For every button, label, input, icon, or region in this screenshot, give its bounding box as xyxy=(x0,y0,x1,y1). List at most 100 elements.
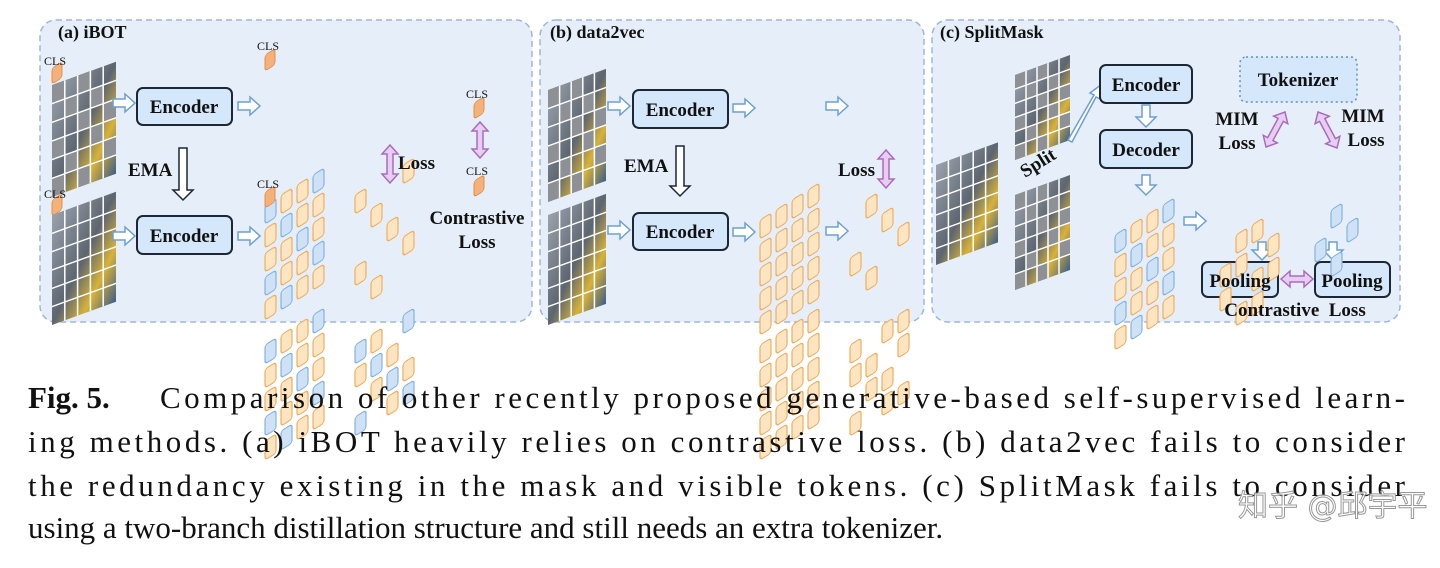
pooling-label: Pooling xyxy=(1209,271,1271,292)
patch-line xyxy=(1015,237,1070,260)
mask-patch xyxy=(582,129,595,153)
token xyxy=(370,328,383,354)
token xyxy=(759,410,772,436)
token xyxy=(370,202,383,228)
token xyxy=(1114,300,1127,326)
cls-token xyxy=(264,186,276,208)
token xyxy=(386,216,399,242)
token xyxy=(759,338,772,364)
mim-loss-label: MIM xyxy=(1215,109,1258,130)
token xyxy=(296,390,309,416)
token xyxy=(807,279,820,305)
token xyxy=(1114,252,1127,278)
arrow xyxy=(607,219,632,241)
token xyxy=(791,318,804,344)
tokenizer-label: Tokenizer xyxy=(1258,70,1339,91)
mask-patch xyxy=(559,100,572,124)
double-arrow xyxy=(1313,111,1342,149)
token-grid xyxy=(849,308,910,436)
token xyxy=(280,400,293,426)
mask-patch xyxy=(1037,214,1048,235)
token xyxy=(312,332,325,358)
patch-line xyxy=(548,266,606,290)
token xyxy=(354,362,367,388)
token xyxy=(1162,270,1175,296)
cls-label: CLS xyxy=(257,39,279,53)
box xyxy=(632,89,729,129)
double-arrow xyxy=(1279,269,1315,289)
patch-line xyxy=(1015,221,1070,244)
arrow xyxy=(237,95,262,117)
mask-patch xyxy=(52,80,65,104)
encoder-label: Encoder xyxy=(1112,75,1181,96)
mask-patch xyxy=(594,143,607,167)
token xyxy=(791,193,804,219)
patch-line xyxy=(52,79,116,105)
token xyxy=(296,318,309,344)
patch-line xyxy=(1015,82,1070,105)
token xyxy=(1251,290,1264,316)
token xyxy=(897,380,910,406)
patch-line xyxy=(548,124,606,147)
token xyxy=(312,264,325,290)
image xyxy=(548,193,606,325)
mim-loss-label: MIM xyxy=(1341,106,1384,127)
arrow xyxy=(1134,174,1158,197)
token-grid xyxy=(354,158,415,300)
token xyxy=(775,328,788,354)
box xyxy=(136,215,233,255)
token xyxy=(1130,314,1143,340)
token xyxy=(775,352,788,378)
arrow xyxy=(825,220,850,242)
token xyxy=(849,251,862,277)
token xyxy=(1146,208,1159,234)
token xyxy=(775,376,788,402)
mask-patch xyxy=(1048,194,1059,215)
mask-patch xyxy=(1059,83,1070,102)
token xyxy=(296,250,309,276)
mask-patch xyxy=(1048,73,1059,92)
patch-line xyxy=(936,225,998,250)
token xyxy=(849,338,862,364)
mask-patch xyxy=(77,71,91,95)
mask-patch xyxy=(548,85,560,109)
mask-patch xyxy=(571,114,583,138)
token xyxy=(807,255,820,281)
token xyxy=(775,299,788,325)
token xyxy=(264,362,277,388)
arrow xyxy=(825,95,850,117)
token xyxy=(1146,280,1159,306)
panels xyxy=(39,19,1401,323)
token xyxy=(264,410,277,436)
cls-token xyxy=(51,62,63,84)
arrow xyxy=(607,95,632,117)
mask-patch xyxy=(1015,238,1026,259)
patch-line xyxy=(1015,253,1070,275)
double-arrow xyxy=(380,143,400,185)
token xyxy=(312,168,325,194)
mask-patch xyxy=(1048,101,1059,120)
token xyxy=(312,380,325,406)
diagram-shapes xyxy=(51,49,1391,460)
token xyxy=(775,275,788,301)
token xyxy=(881,366,894,392)
token xyxy=(280,352,293,378)
token xyxy=(759,386,772,412)
mask-patch xyxy=(1037,262,1048,282)
token xyxy=(1130,242,1143,268)
token xyxy=(1219,262,1232,288)
patch-line xyxy=(52,116,116,142)
arrow xyxy=(112,92,137,114)
patch-line xyxy=(936,191,998,216)
panel-title: (a) iBOT xyxy=(58,22,127,43)
token xyxy=(807,308,820,334)
token xyxy=(1330,251,1343,277)
token xyxy=(280,260,293,286)
token xyxy=(1219,286,1232,312)
token xyxy=(791,217,804,243)
token xyxy=(264,270,277,296)
arrow xyxy=(1183,210,1208,232)
patch-line xyxy=(52,98,116,124)
mask-patch xyxy=(1026,81,1037,100)
mask-patch xyxy=(1059,206,1070,227)
